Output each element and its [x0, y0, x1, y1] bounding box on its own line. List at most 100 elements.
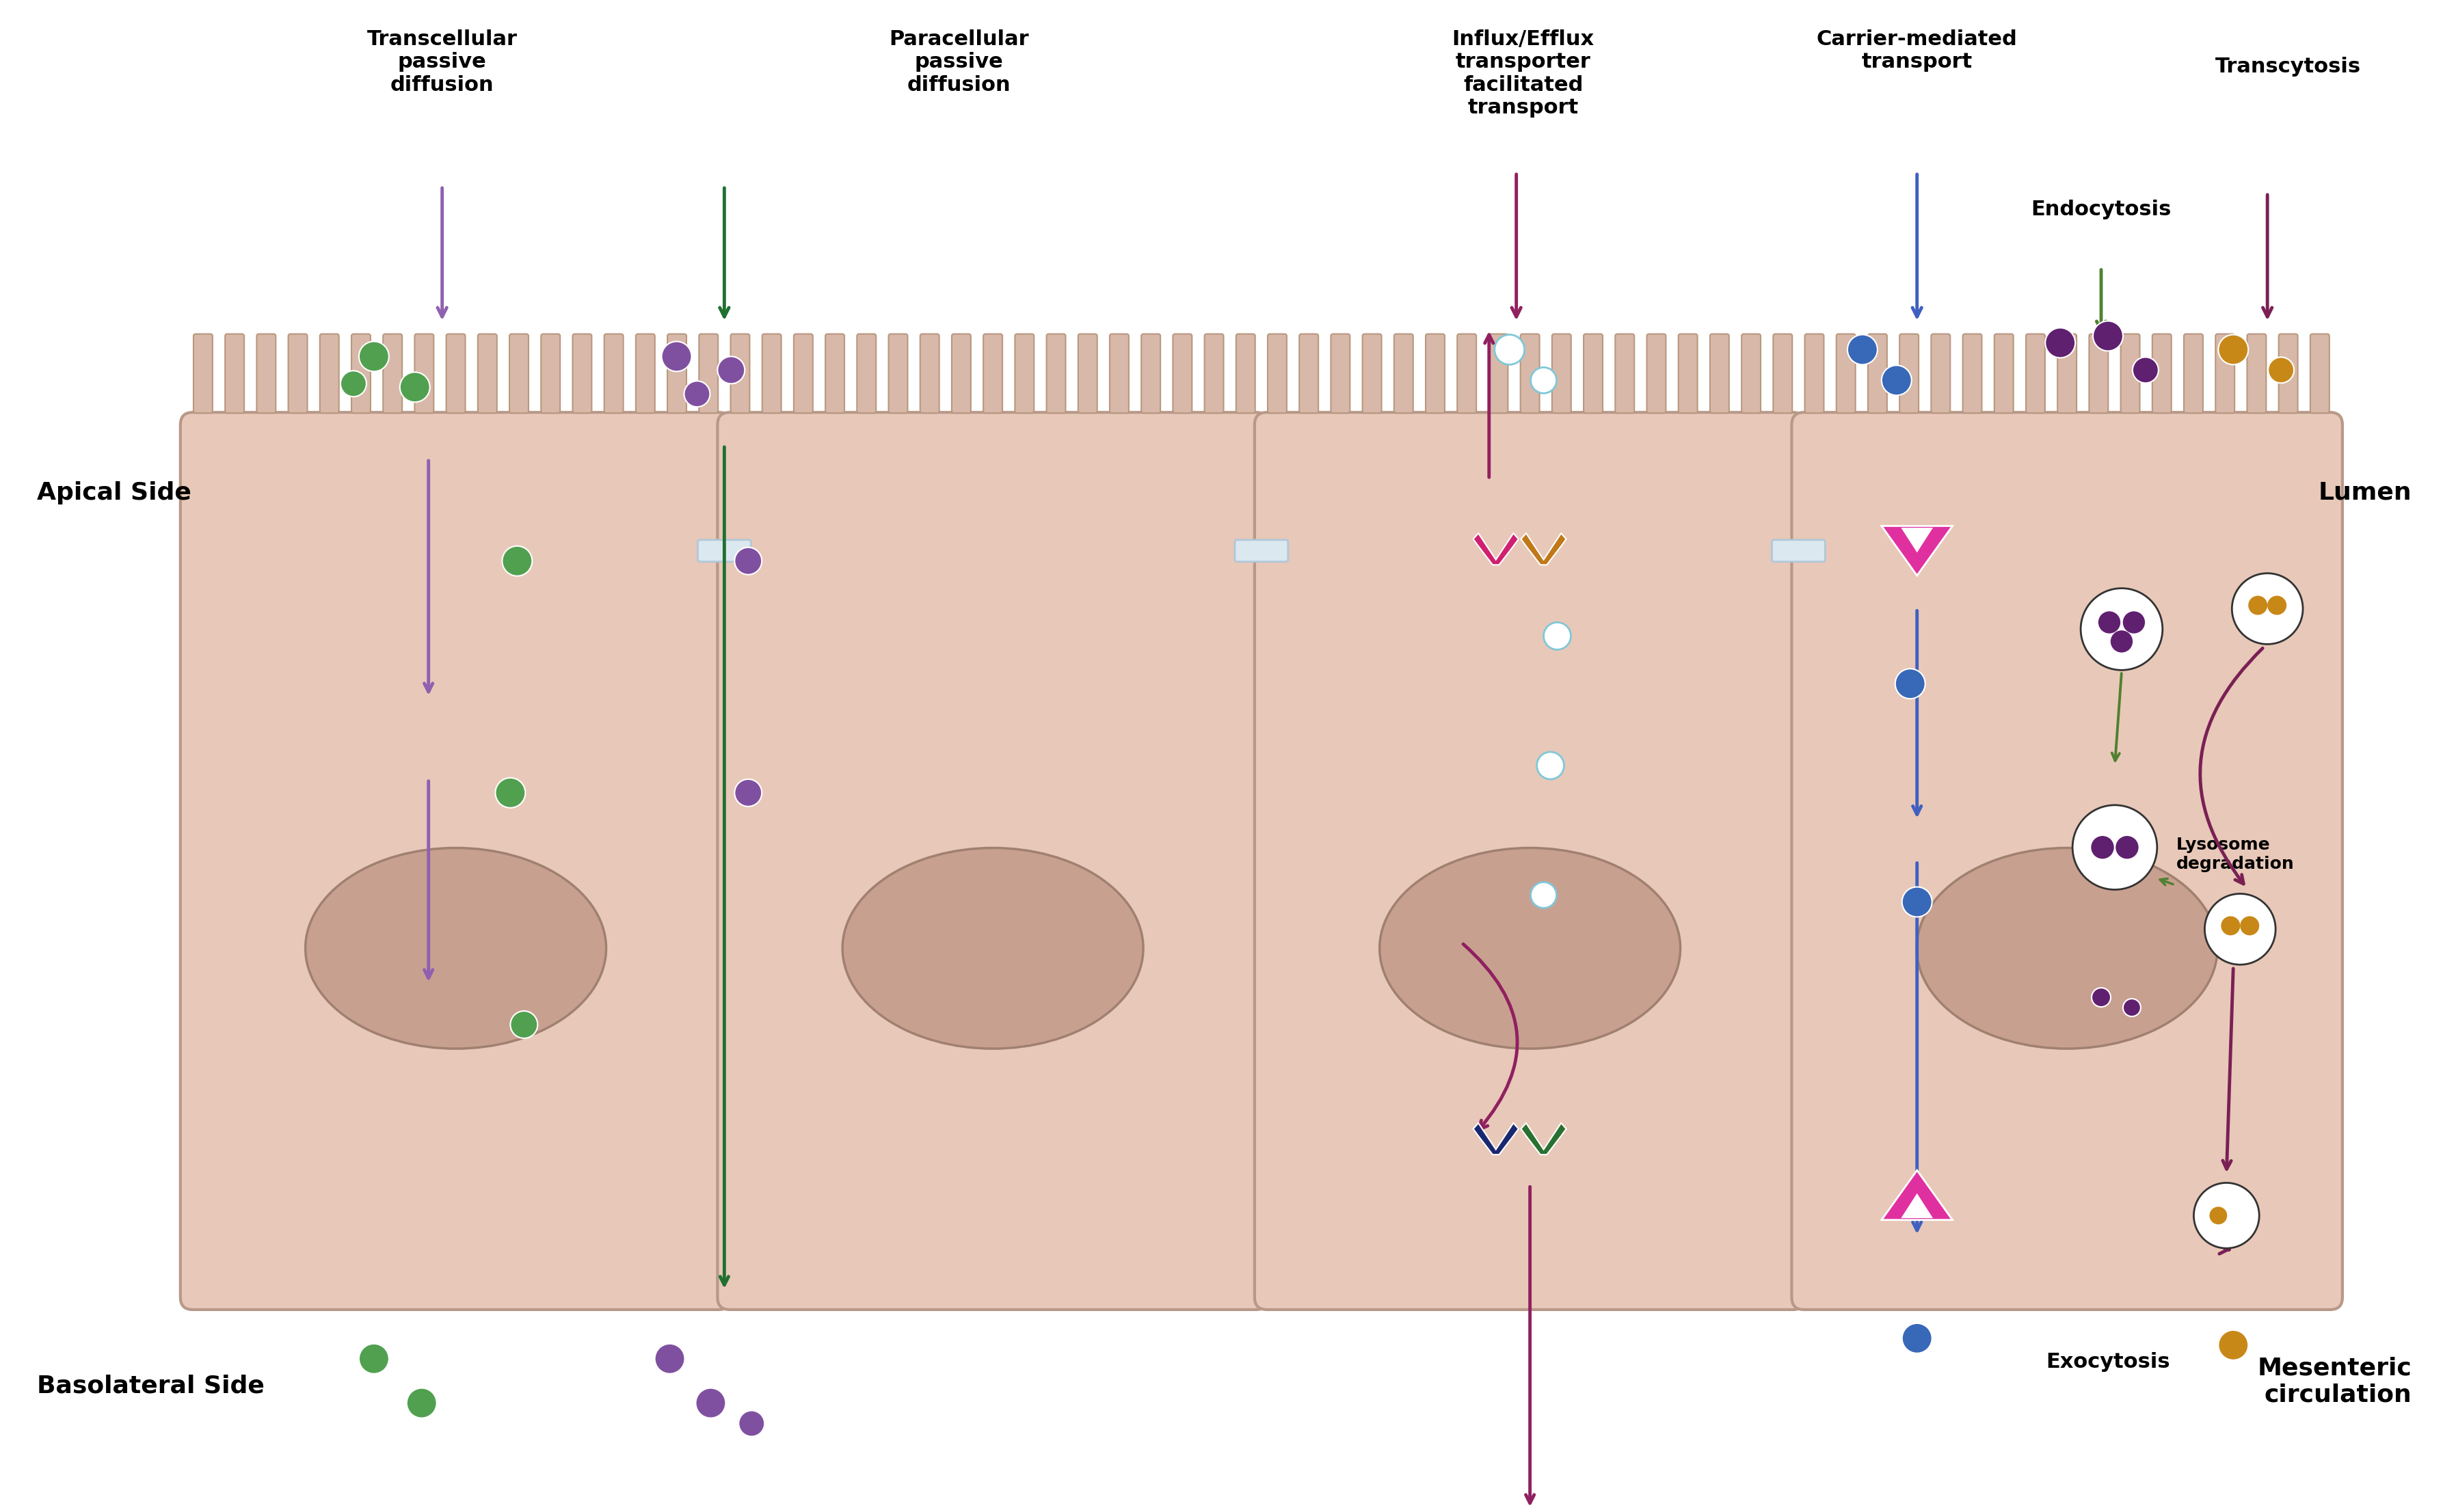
FancyBboxPatch shape: [179, 413, 732, 1309]
Circle shape: [501, 546, 533, 576]
FancyBboxPatch shape: [479, 334, 496, 413]
FancyBboxPatch shape: [2183, 334, 2203, 413]
Ellipse shape: [1916, 848, 2218, 1049]
Circle shape: [2090, 836, 2115, 859]
Circle shape: [661, 342, 693, 372]
FancyBboxPatch shape: [2279, 334, 2299, 413]
Circle shape: [2247, 596, 2267, 615]
FancyBboxPatch shape: [1331, 334, 1351, 413]
Circle shape: [1537, 751, 1564, 779]
FancyBboxPatch shape: [2215, 334, 2235, 413]
FancyBboxPatch shape: [1395, 334, 1412, 413]
Circle shape: [2240, 916, 2260, 936]
FancyBboxPatch shape: [258, 334, 275, 413]
Text: Endocytosis: Endocytosis: [2031, 200, 2171, 219]
FancyBboxPatch shape: [572, 334, 592, 413]
FancyBboxPatch shape: [1898, 334, 1918, 413]
FancyBboxPatch shape: [1837, 334, 1854, 413]
Ellipse shape: [842, 848, 1142, 1049]
Circle shape: [739, 1411, 764, 1436]
FancyBboxPatch shape: [1255, 413, 1805, 1309]
FancyBboxPatch shape: [1805, 334, 1825, 413]
Circle shape: [734, 547, 761, 575]
FancyBboxPatch shape: [1793, 413, 2343, 1309]
FancyBboxPatch shape: [2090, 334, 2107, 413]
Circle shape: [2110, 631, 2132, 653]
FancyBboxPatch shape: [1962, 334, 1982, 413]
FancyBboxPatch shape: [1520, 334, 1540, 413]
FancyBboxPatch shape: [921, 334, 938, 413]
Text: Transcellular
passive
diffusion: Transcellular passive diffusion: [366, 29, 518, 95]
Polygon shape: [1901, 528, 1933, 552]
Circle shape: [359, 342, 388, 372]
Circle shape: [717, 357, 744, 384]
Circle shape: [2046, 328, 2075, 358]
FancyArrowPatch shape: [425, 782, 432, 978]
Text: Paracellular
passive
diffusion: Paracellular passive diffusion: [889, 29, 1029, 95]
FancyArrowPatch shape: [1913, 863, 1921, 1231]
FancyBboxPatch shape: [761, 334, 781, 413]
Circle shape: [341, 370, 366, 396]
FancyBboxPatch shape: [1174, 334, 1191, 413]
FancyBboxPatch shape: [698, 540, 752, 561]
Polygon shape: [1520, 534, 1567, 565]
FancyBboxPatch shape: [319, 334, 339, 413]
Ellipse shape: [1380, 848, 1680, 1049]
Polygon shape: [1881, 1170, 1953, 1220]
Circle shape: [2093, 321, 2122, 351]
FancyBboxPatch shape: [668, 334, 688, 413]
FancyBboxPatch shape: [1994, 334, 2014, 413]
Circle shape: [496, 777, 526, 807]
Polygon shape: [1520, 1123, 1567, 1155]
FancyBboxPatch shape: [2311, 334, 2328, 413]
Circle shape: [2193, 1182, 2260, 1249]
FancyArrowPatch shape: [2220, 1246, 2230, 1253]
Text: Basolateral Side: Basolateral Side: [37, 1374, 265, 1397]
Text: Transcytosis: Transcytosis: [2215, 56, 2360, 76]
Circle shape: [695, 1388, 725, 1418]
Ellipse shape: [305, 848, 607, 1049]
FancyBboxPatch shape: [1424, 334, 1444, 413]
FancyBboxPatch shape: [1267, 334, 1287, 413]
Circle shape: [359, 1344, 388, 1374]
Circle shape: [656, 1344, 685, 1374]
FancyBboxPatch shape: [2151, 334, 2171, 413]
FancyBboxPatch shape: [1235, 540, 1287, 561]
FancyBboxPatch shape: [1078, 334, 1098, 413]
Circle shape: [1847, 334, 1876, 364]
FancyArrowPatch shape: [720, 448, 729, 1285]
Circle shape: [2073, 804, 2156, 889]
FancyBboxPatch shape: [1584, 334, 1604, 413]
FancyBboxPatch shape: [1771, 540, 1825, 561]
FancyBboxPatch shape: [1869, 334, 1886, 413]
Circle shape: [2132, 357, 2159, 383]
FancyBboxPatch shape: [700, 334, 717, 413]
Circle shape: [1530, 881, 1557, 909]
Circle shape: [2210, 1207, 2228, 1225]
Circle shape: [408, 1388, 437, 1418]
Circle shape: [2233, 573, 2304, 644]
FancyBboxPatch shape: [636, 334, 656, 413]
Circle shape: [2218, 334, 2247, 364]
FancyBboxPatch shape: [825, 334, 845, 413]
FancyBboxPatch shape: [415, 334, 435, 413]
FancyBboxPatch shape: [508, 334, 528, 413]
FancyBboxPatch shape: [982, 334, 1002, 413]
Circle shape: [2122, 999, 2142, 1016]
Circle shape: [1881, 366, 1911, 395]
FancyBboxPatch shape: [1456, 334, 1476, 413]
FancyBboxPatch shape: [1930, 334, 1950, 413]
FancyBboxPatch shape: [1299, 334, 1319, 413]
FancyBboxPatch shape: [2058, 334, 2078, 413]
Circle shape: [2218, 1331, 2247, 1361]
FancyBboxPatch shape: [1709, 334, 1729, 413]
Polygon shape: [1474, 1123, 1518, 1155]
FancyBboxPatch shape: [383, 334, 403, 413]
Circle shape: [1901, 1323, 1933, 1353]
FancyBboxPatch shape: [447, 334, 464, 413]
FancyBboxPatch shape: [1488, 334, 1508, 413]
Text: Exocytosis: Exocytosis: [2046, 1352, 2171, 1371]
FancyArrowPatch shape: [425, 461, 432, 692]
FancyBboxPatch shape: [1648, 334, 1665, 413]
FancyBboxPatch shape: [793, 334, 813, 413]
